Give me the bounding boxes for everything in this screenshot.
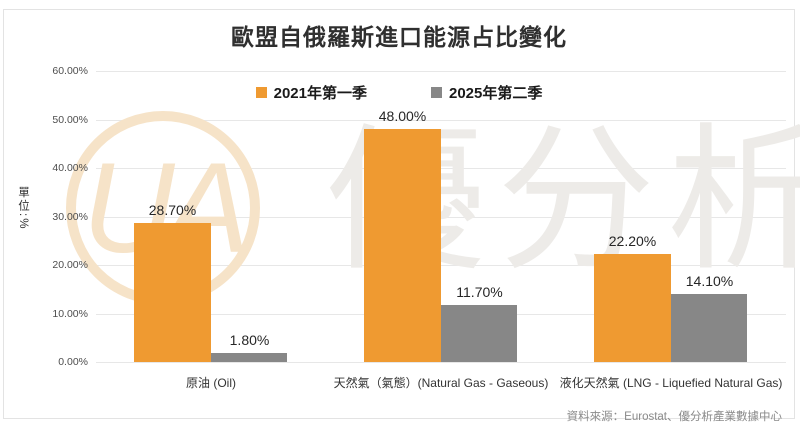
gridline-0	[96, 362, 786, 363]
gridline-40	[96, 168, 786, 169]
gridline-60	[96, 71, 786, 72]
legend-swatch-icon	[431, 87, 442, 98]
legend-item-2021年第一季[interactable]: 2021年第一季	[255, 82, 367, 103]
x-category-label: 液化天然氣 (LNG - Liquefied Natural Gas)	[559, 376, 783, 390]
gridline-20	[96, 265, 786, 266]
gridline-30	[96, 216, 786, 218]
gridline-50	[96, 119, 786, 121]
bar-value-label: 28.70%	[148, 201, 197, 218]
bar-2021年第一季-天然氣（氣態）(Natural Gas - Gaseous)[interactable]	[364, 129, 441, 362]
legend-label: 2021年第一季	[273, 85, 367, 102]
y-tick-label: 30.00%	[52, 210, 88, 223]
bar-2025年第二季-原油 (Oil)[interactable]	[211, 353, 287, 362]
chart-card: UA 優分析 歐盟自俄羅斯進口能源占比變化 2021年第一季 2025年第二季 單…	[3, 9, 800, 423]
legend-label: 2025年第二季	[449, 85, 543, 102]
y-tick-label: 0.00%	[58, 356, 88, 368]
bar-value-label: 22.20%	[608, 233, 657, 250]
y-tick-label: 40.00%	[52, 162, 88, 174]
x-category-label: 原油 (Oil)	[186, 376, 236, 390]
bar-2025年第二季-天然氣（氣態）(Natural Gas - Gaseous)[interactable]	[441, 305, 517, 362]
y-tick-label: 20.00%	[52, 259, 88, 271]
x-category-label: 天然氣（氣態）(Natural Gas - Gaseous)	[333, 376, 549, 390]
bar-2021年第一季-液化天然氣 (LNG - Liquefied Natural Gas)[interactable]	[594, 254, 671, 362]
y-tick-label: 50.00%	[52, 113, 88, 126]
legend-swatch-icon	[255, 87, 267, 98]
y-tick-label: 10.00%	[52, 307, 88, 320]
legend-item-2025年第二季[interactable]: 2025年第二季	[431, 82, 542, 103]
bar-2025年第二季-液化天然氣 (LNG - Liquefied Natural Gas)[interactable]	[671, 293, 747, 362]
y-tick-label: 60.00%	[52, 65, 88, 77]
y-axis-title: 單位:%	[17, 186, 29, 231]
bar-value-label: 1.80%	[229, 332, 270, 349]
bar-2021年第一季-原油 (Oil)[interactable]	[134, 222, 211, 362]
bar-value-label: 14.10%	[685, 272, 734, 289]
chart-legend: 2021年第一季 2025年第二季	[4, 82, 794, 103]
source-note: 資料來源：Eurostat、優分析產業數據中心	[566, 411, 782, 423]
chart-title: 歐盟自俄羅斯進口能源占比變化	[231, 24, 567, 50]
bar-value-label: 48.00%	[378, 108, 427, 125]
bar-value-label: 11.70%	[456, 284, 503, 301]
